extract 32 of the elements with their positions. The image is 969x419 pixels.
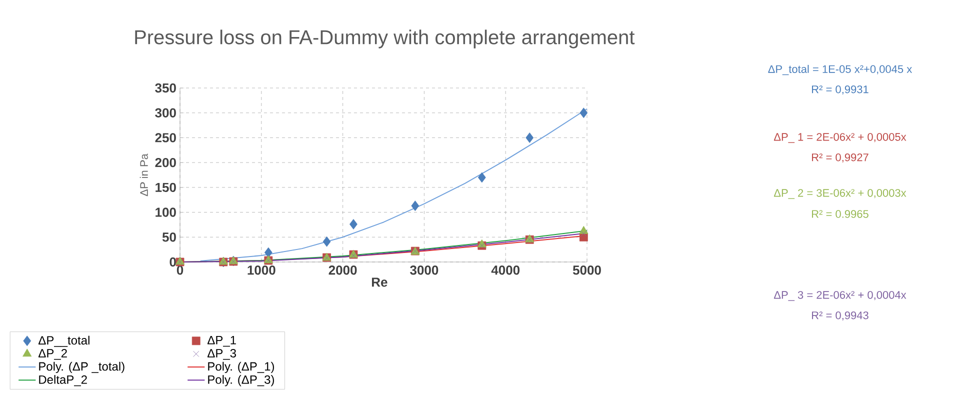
legend-label: ΔP_1 bbox=[208, 336, 236, 347]
legend-label: DeltaP_2 bbox=[39, 375, 87, 386]
y-tick-label: 300 bbox=[155, 108, 176, 118]
text: R² = 0,9927 bbox=[812, 153, 868, 163]
legend-label: ΔP__total bbox=[38, 336, 90, 347]
x-tick-label: 5000 bbox=[572, 266, 601, 275]
x-tick-label: 1000 bbox=[248, 266, 276, 275]
legend-label: Poly. (ΔP _total) bbox=[39, 362, 124, 374]
text: R² = 0,9943 bbox=[812, 311, 868, 321]
text: ΔP_ 1 = 2E-06x² + 0,0005x bbox=[774, 133, 906, 143]
y-tick-label: 350 bbox=[155, 83, 176, 93]
text: R² = 0,9931 bbox=[812, 85, 868, 95]
x-axis-title: Re bbox=[372, 278, 388, 287]
y-tick-label: 150 bbox=[156, 182, 176, 192]
y-tick-label: 200 bbox=[155, 158, 176, 168]
y-tick-label: 100 bbox=[156, 208, 176, 217]
y-tick-label: 0 bbox=[170, 257, 176, 267]
x-tick-label: 4000 bbox=[491, 266, 520, 275]
text: ΔP_ 3 = 2E-06x² + 0,0004x bbox=[774, 291, 906, 301]
text: ΔP_ 2 = 3E-06x² + 0,0003x bbox=[774, 189, 906, 199]
chart-title: Pressure loss on FA-Dummy with complete arrangement bbox=[135, 30, 635, 48]
legend-label: ΔP_3 bbox=[208, 348, 236, 360]
x-tick-label: 3000 bbox=[410, 266, 438, 275]
y-tick-label: 250 bbox=[155, 133, 176, 142]
x-tick-label: 2000 bbox=[328, 266, 357, 275]
y-axis-title: ΔP in Pa bbox=[140, 154, 148, 196]
legend-label: Poly. (ΔP_3) bbox=[208, 375, 274, 386]
y-tick-label: 50 bbox=[162, 232, 176, 242]
text: R² = 0.9965 bbox=[812, 210, 868, 218]
legend-label: Poly. (ΔP_1) bbox=[208, 362, 274, 374]
legend-label: ΔP_2 bbox=[38, 348, 67, 360]
text: ΔP_total = 1E-05 x²+0,0045 x bbox=[768, 64, 912, 76]
